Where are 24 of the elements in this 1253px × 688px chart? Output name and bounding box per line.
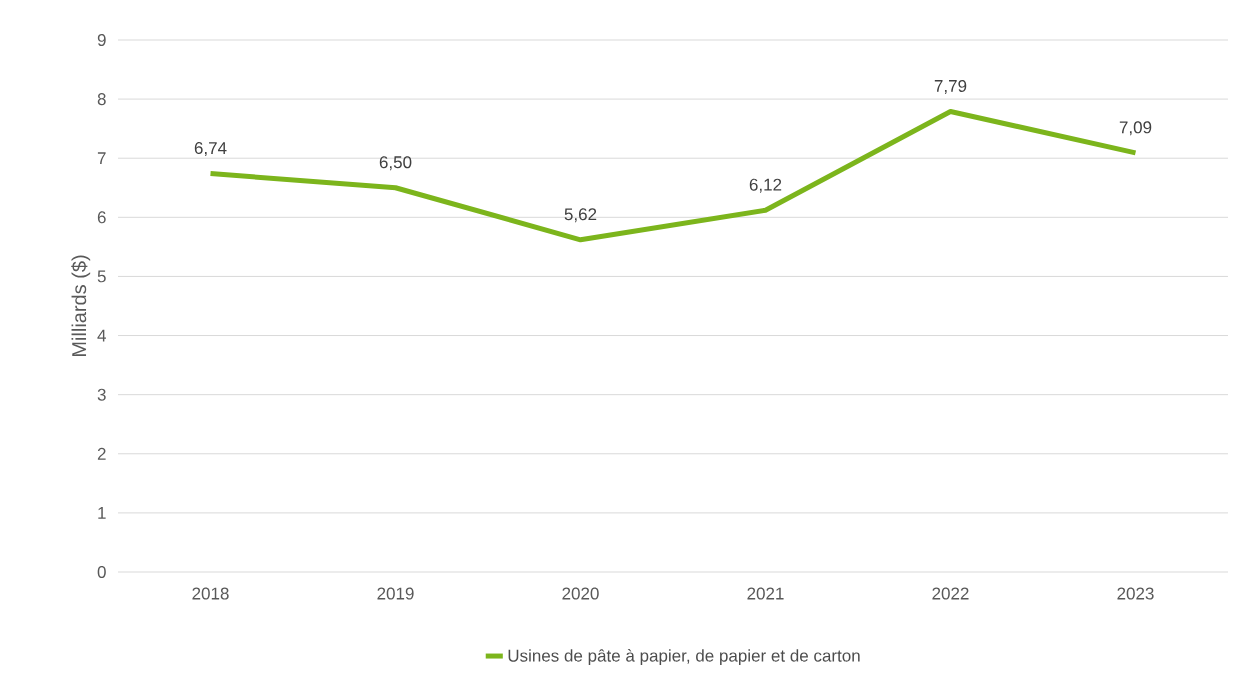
y-tick-label: 7 — [97, 152, 106, 165]
x-tick-label: 2022 — [932, 587, 969, 600]
x-tick-label: 2023 — [1117, 587, 1154, 600]
x-tick-label: 2021 — [747, 587, 784, 600]
y-tick-label: 8 — [97, 93, 106, 106]
y-tick-label: 1 — [98, 507, 106, 519]
y-tick-label: 0 — [97, 565, 106, 579]
x-tick-label: 2020 — [562, 587, 599, 600]
data-label: 6,12 — [749, 178, 782, 193]
x-tick-label: 2018 — [192, 587, 229, 600]
data-label: 7,79 — [934, 79, 967, 94]
y-tick-label: 6 — [97, 211, 106, 224]
data-label: 6,50 — [379, 156, 412, 171]
y-tick-label: 4 — [97, 329, 106, 342]
x-tick-label: 2019 — [377, 587, 414, 600]
data-label: 5,62 — [564, 208, 597, 223]
data-label: 6,74 — [194, 142, 227, 157]
legend-label: Usines de pâte à papier, de papier et de carton — [508, 649, 860, 666]
y-tick-label: 2 — [97, 447, 106, 460]
y-axis-title: Milliards ($) — [71, 255, 91, 357]
data-label: 7,09 — [1119, 121, 1152, 136]
y-tick-label: 5 — [97, 270, 106, 283]
y-tick-label: 3 — [97, 388, 106, 401]
y-tick-label: 9 — [97, 33, 106, 47]
